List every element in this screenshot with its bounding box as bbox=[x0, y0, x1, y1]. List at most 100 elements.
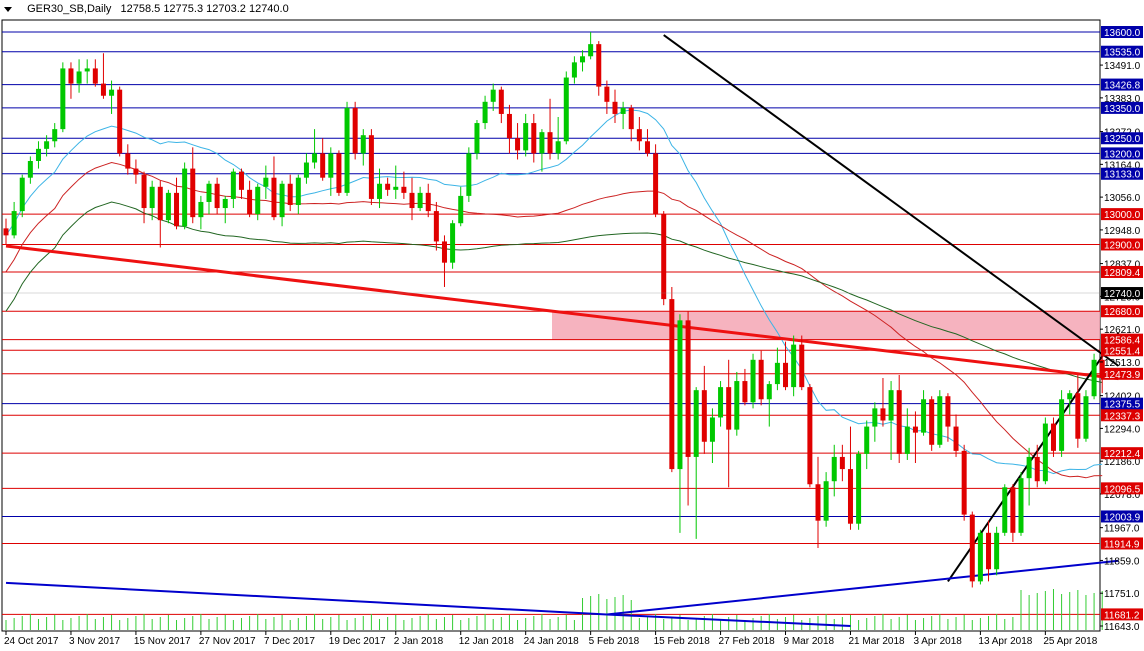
candle-body bbox=[571, 62, 577, 78]
candle bbox=[653, 144, 659, 218]
candle-body bbox=[774, 362, 780, 385]
candle-body bbox=[856, 453, 862, 524]
price-tick-label: 12837.0 bbox=[1104, 260, 1141, 271]
candle bbox=[620, 101, 626, 130]
candle-body bbox=[758, 359, 764, 400]
candle-body bbox=[791, 344, 797, 388]
date-tick-label: 27 Nov 2017 bbox=[199, 636, 256, 647]
candle-body bbox=[44, 141, 50, 149]
candle-body bbox=[653, 153, 659, 215]
candle bbox=[555, 116, 561, 160]
candle bbox=[255, 183, 261, 221]
candle bbox=[109, 80, 115, 114]
level-label-box bbox=[1101, 101, 1143, 114]
candle bbox=[921, 390, 927, 436]
ma-slow-line bbox=[5, 201, 1103, 383]
candle-body bbox=[969, 514, 975, 582]
level-label-text: 13200.0 bbox=[1104, 149, 1141, 160]
candle bbox=[888, 381, 894, 460]
level-label-text: 13250.0 bbox=[1104, 134, 1141, 145]
candle-body bbox=[596, 44, 602, 87]
level-label-text: 13350.0 bbox=[1104, 104, 1141, 115]
candle-body bbox=[515, 138, 521, 151]
candle bbox=[685, 311, 691, 506]
level-label-box bbox=[1101, 367, 1143, 380]
level-label-text: 12900.0 bbox=[1104, 240, 1141, 251]
candle-body bbox=[783, 362, 789, 388]
date-tick-label: 9 Mar 2018 bbox=[784, 636, 835, 647]
level-label: 12809.4 bbox=[1101, 265, 1143, 279]
candle-body bbox=[709, 417, 715, 442]
candle bbox=[1083, 390, 1089, 442]
candle bbox=[969, 511, 975, 588]
candle-body bbox=[555, 141, 561, 154]
candle bbox=[669, 286, 675, 473]
candle bbox=[742, 368, 748, 406]
candle bbox=[352, 101, 358, 160]
price-tick-label: 12294.0 bbox=[1104, 424, 1141, 435]
candle-body bbox=[68, 68, 74, 84]
level-label: 12096.5 bbox=[1101, 482, 1143, 495]
candle-body bbox=[466, 153, 472, 196]
candle bbox=[880, 378, 886, 427]
date-tick-label: 19 Dec 2017 bbox=[329, 636, 386, 647]
candle bbox=[1018, 472, 1024, 536]
candle bbox=[498, 86, 504, 124]
triangle-down-icon[interactable] bbox=[4, 6, 12, 12]
candle-body bbox=[929, 399, 935, 445]
candle-body bbox=[92, 68, 98, 84]
candle bbox=[100, 53, 106, 99]
candle bbox=[580, 50, 586, 72]
candle-body bbox=[1050, 423, 1056, 451]
date-tick-label: 27 Feb 2018 bbox=[719, 636, 776, 647]
candle-body bbox=[994, 532, 1000, 570]
candle bbox=[961, 444, 967, 521]
level-label: 12375.5 bbox=[1101, 397, 1143, 411]
candle-body bbox=[750, 359, 756, 403]
candle-body bbox=[661, 214, 667, 300]
candle-body bbox=[799, 344, 805, 388]
candle bbox=[182, 162, 188, 230]
candle-body bbox=[1091, 359, 1097, 397]
candle-body bbox=[847, 469, 853, 524]
candle bbox=[1034, 444, 1040, 488]
candle bbox=[945, 393, 951, 442]
candle-body bbox=[52, 129, 58, 142]
candle bbox=[718, 381, 724, 427]
candle-body bbox=[669, 299, 675, 470]
candle-body bbox=[393, 186, 399, 190]
candle bbox=[506, 104, 512, 154]
candle bbox=[360, 129, 366, 166]
level-label: 13426.8 bbox=[1101, 78, 1143, 92]
candle bbox=[953, 414, 959, 457]
candle bbox=[831, 444, 837, 497]
price-tick-label: 11859.0 bbox=[1104, 556, 1140, 567]
candle bbox=[149, 180, 155, 221]
candle bbox=[230, 168, 236, 209]
candle bbox=[19, 174, 25, 218]
level-label: 13200.0 bbox=[1101, 147, 1143, 160]
level-label-box bbox=[1101, 344, 1143, 357]
candle bbox=[515, 123, 521, 160]
candle bbox=[92, 59, 98, 87]
candle bbox=[35, 141, 41, 169]
candle bbox=[320, 138, 326, 181]
candle bbox=[52, 123, 58, 148]
candle bbox=[303, 153, 309, 184]
candle-body bbox=[385, 183, 391, 190]
candle-body bbox=[986, 532, 992, 570]
candle bbox=[1067, 390, 1073, 415]
candle-body bbox=[482, 101, 488, 124]
level-label: 12003.9 bbox=[1101, 510, 1143, 523]
trendline-blue bbox=[606, 559, 1119, 616]
candle-body bbox=[3, 228, 9, 236]
candle-body bbox=[547, 132, 553, 154]
candle-body bbox=[417, 192, 423, 209]
candle-body bbox=[823, 481, 829, 521]
level-label-box bbox=[1101, 78, 1143, 91]
level-label: 12680.0 bbox=[1101, 305, 1143, 318]
candle bbox=[238, 168, 244, 199]
candle bbox=[904, 408, 910, 460]
date-tick-label: 3 Nov 2017 bbox=[69, 636, 121, 647]
